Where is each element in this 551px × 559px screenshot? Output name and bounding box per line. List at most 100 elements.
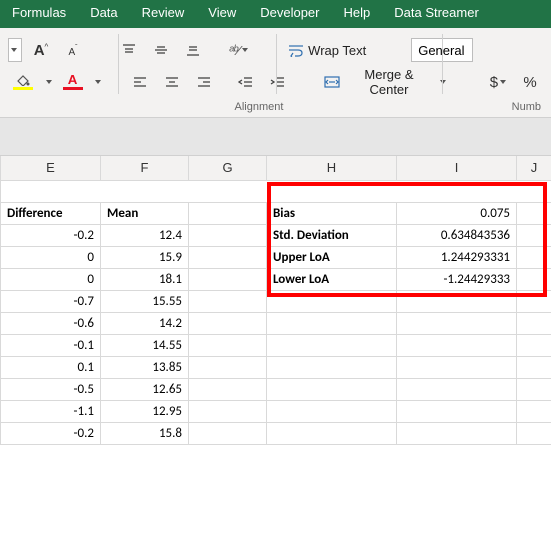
cell[interactable]: 18.1 (101, 268, 189, 290)
cell[interactable]: 13.85 (101, 356, 189, 378)
col-header-J[interactable]: J (517, 156, 551, 180)
align-middle-button[interactable] (148, 37, 174, 63)
cell[interactable] (517, 312, 551, 334)
table-row[interactable]: Difference Mean Bias 0.075 (1, 202, 551, 224)
cell[interactable] (267, 356, 397, 378)
decrease-font-button[interactable]: Aˇ (60, 37, 86, 63)
cell[interactable] (397, 400, 517, 422)
cell[interactable]: 12.95 (101, 400, 189, 422)
cell[interactable] (517, 224, 551, 246)
cell[interactable] (1, 180, 551, 202)
fill-color-button[interactable] (8, 69, 38, 95)
cell[interactable] (397, 290, 517, 312)
cell[interactable]: 15.8 (101, 422, 189, 444)
fill-color-dropdown[interactable] (46, 80, 52, 84)
cell[interactable]: -1.24429333 (397, 268, 517, 290)
cell[interactable] (189, 246, 267, 268)
cell[interactable] (397, 422, 517, 444)
tab-view[interactable]: View (196, 0, 248, 28)
cell[interactable] (517, 356, 551, 378)
col-header-I[interactable]: I (397, 156, 517, 180)
col-header-H[interactable]: H (267, 156, 397, 180)
cell[interactable]: 14.2 (101, 312, 189, 334)
cell[interactable]: 15.9 (101, 246, 189, 268)
cell[interactable] (517, 400, 551, 422)
cell[interactable]: 1.244293331 (397, 246, 517, 268)
cell[interactable] (189, 422, 267, 444)
cell[interactable] (397, 334, 517, 356)
table-row[interactable]: 0 15.9 Upper LoA 1.244293331 (1, 246, 551, 268)
cell[interactable] (189, 334, 267, 356)
cell[interactable] (189, 290, 267, 312)
cell[interactable] (189, 268, 267, 290)
cell[interactable]: -1.1 (1, 400, 101, 422)
cell[interactable] (397, 356, 517, 378)
align-bottom-button[interactable] (180, 37, 206, 63)
merge-center-button[interactable]: Merge & Center (319, 69, 451, 95)
decrease-indent-button[interactable] (233, 69, 259, 95)
font-color-button[interactable]: A (58, 69, 88, 95)
cell[interactable] (189, 312, 267, 334)
cell[interactable]: Difference (1, 202, 101, 224)
cell[interactable] (189, 400, 267, 422)
cell[interactable]: -0.5 (1, 378, 101, 400)
increase-font-button[interactable]: A^ (28, 37, 54, 63)
align-center-button[interactable] (159, 69, 185, 95)
col-header-G[interactable]: G (189, 156, 267, 180)
cell[interactable] (517, 334, 551, 356)
cell[interactable]: 15.55 (101, 290, 189, 312)
currency-button[interactable]: $ (485, 69, 511, 95)
increase-indent-button[interactable] (265, 69, 291, 95)
wrap-text-button[interactable]: Wrap Text (283, 37, 371, 63)
cell[interactable]: -0.1 (1, 334, 101, 356)
tab-review[interactable]: Review (130, 0, 197, 28)
cell[interactable]: Mean (101, 202, 189, 224)
cell[interactable] (397, 312, 517, 334)
cell[interactable] (267, 312, 397, 334)
cell[interactable]: 0 (1, 246, 101, 268)
cell[interactable]: 0.634843536 (397, 224, 517, 246)
cell[interactable]: Upper LoA (267, 246, 397, 268)
cell[interactable]: 12.65 (101, 378, 189, 400)
cell[interactable] (267, 400, 397, 422)
font-size-box[interactable] (8, 38, 22, 62)
cell[interactable] (267, 290, 397, 312)
cell[interactable] (517, 268, 551, 290)
cell[interactable]: -0.2 (1, 224, 101, 246)
cell[interactable] (267, 334, 397, 356)
cell[interactable]: -0.6 (1, 312, 101, 334)
tab-formulas[interactable]: Formulas (0, 0, 78, 28)
tab-data[interactable]: Data (78, 0, 129, 28)
cell[interactable]: 12.4 (101, 224, 189, 246)
orientation-button[interactable]: ᵃᵇ⁄ (224, 37, 253, 63)
cell[interactable]: Lower LoA (267, 268, 397, 290)
percent-button[interactable]: % (517, 69, 543, 95)
cell[interactable] (267, 378, 397, 400)
table-row[interactable]: -0.6 14.2 (1, 312, 551, 334)
tab-help[interactable]: Help (332, 0, 383, 28)
cell[interactable]: Bias (267, 202, 397, 224)
tab-data-streamer[interactable]: Data Streamer (382, 0, 491, 28)
cell[interactable] (517, 290, 551, 312)
tab-developer[interactable]: Developer (248, 0, 331, 28)
table-row[interactable]: 0 18.1 Lower LoA -1.24429333 (1, 268, 551, 290)
cell[interactable]: -0.2 (1, 422, 101, 444)
cell[interactable]: 0.075 (397, 202, 517, 224)
table-row[interactable]: -0.2 15.8 (1, 422, 551, 444)
table-row[interactable]: -0.5 12.65 (1, 378, 551, 400)
cell[interactable]: 14.55 (101, 334, 189, 356)
align-top-button[interactable] (116, 37, 142, 63)
align-right-button[interactable] (191, 69, 217, 95)
cell[interactable] (189, 356, 267, 378)
cell[interactable] (517, 246, 551, 268)
cell[interactable] (517, 202, 551, 224)
worksheet-grid[interactable]: E F G H I J Difference Mean Bias 0.075 -… (0, 156, 551, 445)
cell[interactable]: -0.7 (1, 290, 101, 312)
cell[interactable] (517, 378, 551, 400)
font-color-dropdown[interactable] (95, 80, 101, 84)
cell[interactable] (397, 378, 517, 400)
cell[interactable]: 0.1 (1, 356, 101, 378)
table-row[interactable]: 0.1 13.85 (1, 356, 551, 378)
table-row[interactable]: -1.1 12.95 (1, 400, 551, 422)
col-header-E[interactable]: E (1, 156, 101, 180)
